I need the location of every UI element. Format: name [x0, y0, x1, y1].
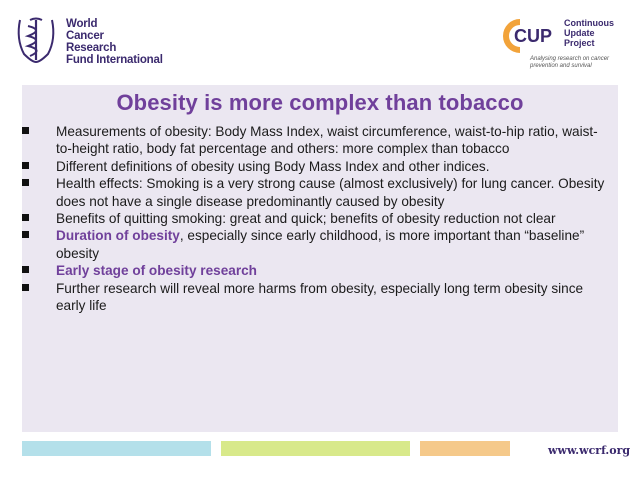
bullet-text: Different definitions of obesity using B…	[56, 158, 490, 174]
cup-title-line: Update	[564, 28, 595, 38]
wcrf-name: World Cancer Research Fund International	[66, 18, 163, 66]
cup-tagline-line: Analysing research on cancer	[530, 56, 610, 62]
bullet-item: Different definitions of obesity using B…	[22, 158, 608, 175]
bullet-square-icon	[22, 127, 29, 134]
wcrf-name-line: Fund International	[66, 54, 163, 66]
bullet-list: Measurements of obesity: Body Mass Index…	[22, 123, 608, 315]
bullet-text: Benefits of quitting smoking: great and …	[56, 211, 556, 227]
bullet-square-icon	[22, 214, 29, 222]
wcrf-name-line: World	[66, 18, 98, 30]
wcrf-name-line: Research	[66, 42, 117, 54]
cup-abbr: CUP	[514, 26, 552, 46]
wcrf-logo: World Cancer Research Fund International	[14, 14, 184, 68]
website-link[interactable]: www.wcrf.org	[548, 444, 631, 457]
bullet-square-icon	[22, 231, 29, 239]
bullet-item: Duration of obesity, especially since ea…	[22, 227, 608, 262]
bullet-item: Measurements of obesity: Body Mass Index…	[22, 123, 608, 158]
cup-title: Continuous Update Project	[564, 18, 614, 48]
bullet-highlight: Early stage of obesity research	[56, 263, 257, 279]
bullet-text: Further research will reveal more harms …	[56, 280, 584, 314]
bullet-item: Further research will reveal more harms …	[22, 280, 608, 315]
cup-title-line: Project	[564, 38, 595, 48]
content-panel: Obesity is more complex than tobacco	[22, 85, 618, 432]
bullet-square-icon	[22, 283, 29, 291]
footer-bar-blue	[22, 441, 211, 456]
bullet-square-icon	[22, 161, 29, 169]
bullet-item: Benefits of quitting smoking: great and …	[22, 210, 608, 227]
wcrf-name-line: Cancer	[66, 30, 104, 42]
cup-tagline: Analysing research on cancer prevention …	[530, 56, 609, 70]
bullet-text: Health effects: Smoking is a very strong…	[56, 176, 605, 209]
footer-bar-orange	[420, 441, 510, 456]
caduceus-emblem-icon	[17, 17, 55, 63]
bullet-square-icon	[22, 179, 29, 187]
footer-bar-green	[221, 441, 410, 456]
cup-tagline-line: prevention and survival	[530, 63, 592, 69]
bullet-item: Health effects: Smoking is a very strong…	[22, 175, 608, 210]
bullet-highlight: Duration of obesity	[56, 228, 180, 244]
cup-title-line: Continuous	[564, 18, 614, 28]
bullet-item: Early stage of obesity research	[22, 262, 608, 279]
bullet-text: Measurements of obesity: Body Mass Index…	[56, 124, 598, 157]
bullet-square-icon	[22, 266, 29, 274]
cup-mark-icon: CUP	[503, 19, 552, 53]
cup-logo: CUP Continuous Update Project Analysing …	[500, 12, 630, 74]
slide-title: Obesity is more complex than tobacco	[116, 90, 524, 115]
bullet-text: , especially since early childhood, is m…	[56, 228, 585, 261]
